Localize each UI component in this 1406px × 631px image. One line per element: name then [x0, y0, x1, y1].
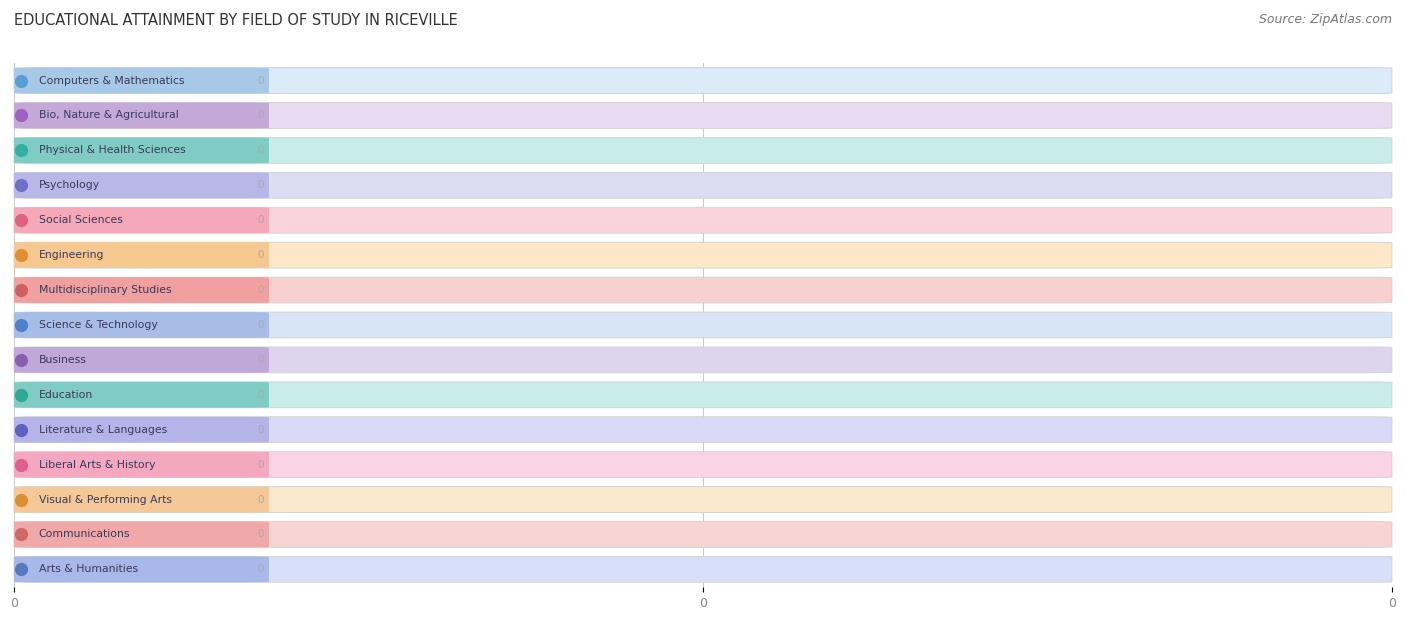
FancyBboxPatch shape [14, 208, 269, 233]
FancyBboxPatch shape [14, 242, 1392, 268]
Text: 0: 0 [257, 320, 263, 330]
FancyBboxPatch shape [14, 522, 269, 547]
FancyBboxPatch shape [14, 277, 269, 303]
FancyBboxPatch shape [14, 172, 269, 198]
Text: 0: 0 [257, 145, 263, 155]
FancyBboxPatch shape [14, 347, 269, 373]
FancyBboxPatch shape [14, 103, 1392, 128]
Text: Communications: Communications [39, 529, 131, 540]
Text: 0: 0 [257, 180, 263, 191]
Text: 0: 0 [257, 564, 263, 574]
Text: 0: 0 [257, 390, 263, 400]
FancyBboxPatch shape [14, 312, 269, 338]
FancyBboxPatch shape [14, 242, 269, 268]
FancyBboxPatch shape [14, 417, 1392, 442]
Text: EDUCATIONAL ATTAINMENT BY FIELD OF STUDY IN RICEVILLE: EDUCATIONAL ATTAINMENT BY FIELD OF STUDY… [14, 13, 458, 28]
Text: Multidisciplinary Studies: Multidisciplinary Studies [39, 285, 172, 295]
Text: Visual & Performing Arts: Visual & Performing Arts [39, 495, 172, 505]
FancyBboxPatch shape [14, 312, 1392, 338]
Text: 0: 0 [257, 495, 263, 505]
Text: Literature & Languages: Literature & Languages [39, 425, 167, 435]
Text: Engineering: Engineering [39, 250, 104, 260]
Text: Education: Education [39, 390, 93, 400]
Text: 0: 0 [257, 285, 263, 295]
Text: Psychology: Psychology [39, 180, 100, 191]
FancyBboxPatch shape [14, 452, 269, 478]
FancyBboxPatch shape [14, 347, 1392, 373]
FancyBboxPatch shape [14, 172, 1392, 198]
FancyBboxPatch shape [14, 68, 1392, 93]
Text: 0: 0 [257, 355, 263, 365]
Text: 0: 0 [257, 459, 263, 469]
FancyBboxPatch shape [14, 417, 269, 442]
FancyBboxPatch shape [14, 557, 1392, 582]
FancyBboxPatch shape [14, 68, 269, 93]
Text: Source: ZipAtlas.com: Source: ZipAtlas.com [1258, 13, 1392, 26]
Text: Physical & Health Sciences: Physical & Health Sciences [39, 145, 186, 155]
Text: 0: 0 [257, 250, 263, 260]
Text: Arts & Humanities: Arts & Humanities [39, 564, 138, 574]
Text: Computers & Mathematics: Computers & Mathematics [39, 76, 184, 86]
FancyBboxPatch shape [14, 382, 269, 408]
Text: 0: 0 [257, 529, 263, 540]
Text: Science & Technology: Science & Technology [39, 320, 157, 330]
Text: 0: 0 [257, 215, 263, 225]
FancyBboxPatch shape [14, 452, 1392, 478]
FancyBboxPatch shape [14, 487, 1392, 512]
Text: 0: 0 [257, 76, 263, 86]
FancyBboxPatch shape [14, 277, 1392, 303]
FancyBboxPatch shape [14, 208, 1392, 233]
Text: 0: 0 [257, 425, 263, 435]
Text: Business: Business [39, 355, 87, 365]
Text: Liberal Arts & History: Liberal Arts & History [39, 459, 155, 469]
Text: Bio, Nature & Agricultural: Bio, Nature & Agricultural [39, 110, 179, 121]
FancyBboxPatch shape [14, 522, 1392, 547]
FancyBboxPatch shape [14, 487, 269, 512]
FancyBboxPatch shape [14, 382, 1392, 408]
Text: 0: 0 [257, 110, 263, 121]
FancyBboxPatch shape [14, 557, 269, 582]
FancyBboxPatch shape [14, 138, 269, 163]
FancyBboxPatch shape [14, 138, 1392, 163]
Text: Social Sciences: Social Sciences [39, 215, 122, 225]
FancyBboxPatch shape [14, 103, 269, 128]
